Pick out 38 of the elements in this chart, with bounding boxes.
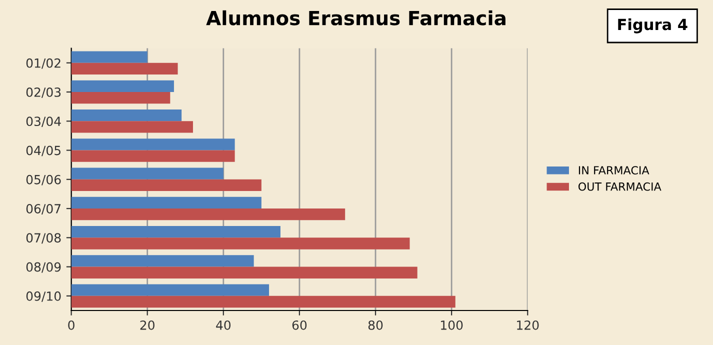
bar	[71, 196, 262, 209]
x-tick-label: 20	[140, 320, 154, 330]
bar	[71, 179, 262, 192]
bar	[71, 284, 270, 296]
x-tick-label: 120	[517, 320, 539, 330]
bar	[71, 80, 174, 92]
bar	[71, 138, 235, 150]
y-tick-label: 06/07	[26, 204, 61, 214]
y-tick-label: 08/09	[26, 262, 61, 273]
y-tick-label: 05/06	[26, 174, 61, 186]
y-tick-label: 09/10	[26, 291, 61, 302]
bar	[71, 121, 193, 133]
x-tick-label: 100	[441, 320, 463, 330]
bar	[71, 208, 346, 220]
x-tick-label: 60	[292, 320, 307, 330]
bar	[71, 266, 418, 278]
chart-title: Alumnos Erasmus Farmacia	[206, 10, 506, 26]
bar	[71, 168, 224, 180]
x-tick-label: 80	[368, 320, 383, 330]
text: Figura 4	[618, 18, 688, 34]
y-tick-label: 04/05	[26, 146, 60, 156]
bar	[71, 226, 280, 238]
y-tick-label: 02/03	[26, 87, 61, 98]
bar	[71, 150, 235, 162]
x-tick-label: 40	[216, 320, 231, 330]
bar	[71, 51, 148, 63]
y-tick-label: 07/08	[26, 233, 61, 244]
y-tick-label: 01/02	[26, 58, 60, 69]
bar	[71, 238, 410, 250]
x-tick-label: 0	[68, 320, 74, 330]
bar	[71, 62, 178, 75]
bar	[71, 92, 170, 104]
bar	[71, 255, 254, 267]
bar	[71, 109, 182, 122]
y-tick-label: 03/04	[26, 116, 61, 128]
legend-label: OUT FARMACIA	[578, 182, 662, 191]
bar	[71, 296, 456, 308]
legend-label: IN FARMACIA	[578, 166, 650, 174]
